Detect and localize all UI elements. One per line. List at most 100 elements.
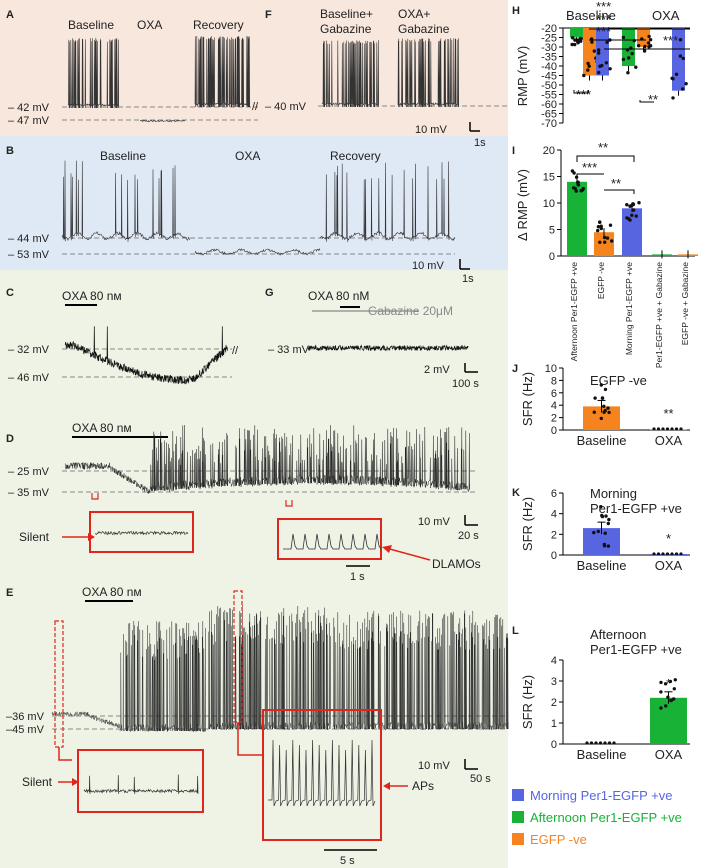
chart-h-dot bbox=[647, 34, 651, 39]
chart-h-dot bbox=[605, 40, 609, 44]
chart-i: 0 5 10 15 20 Δ RMP (mV) Afternoon Per1-EGFP +v… bbox=[515, 140, 698, 368]
panel-label-d: D bbox=[6, 433, 14, 445]
panel-a-v2: – 47 mV bbox=[8, 115, 50, 127]
panel-label-i: I bbox=[512, 145, 515, 157]
panel-a-f-background bbox=[0, 0, 508, 136]
chartL-dot bbox=[659, 680, 663, 685]
chartL-title: Afternoon bbox=[590, 627, 646, 642]
chart-h-bracket bbox=[573, 90, 589, 94]
chart-i-dot bbox=[599, 226, 603, 231]
chart-h-sig: *** bbox=[596, 12, 611, 27]
chartJ-y-tick-label: 10 bbox=[545, 363, 557, 375]
chart-h-dot bbox=[634, 65, 638, 69]
chart-h-dot bbox=[627, 56, 631, 60]
chartL-ylabel: SFR (Hz) bbox=[520, 675, 535, 729]
chart-i-y-tick-label: 10 bbox=[543, 198, 555, 210]
chart-h-sig: *** bbox=[596, 24, 611, 39]
chartK-dot bbox=[665, 552, 670, 556]
chartK-dot bbox=[602, 542, 607, 547]
chart-i-bar bbox=[622, 208, 642, 256]
chart-i-y-tick-label: 15 bbox=[543, 172, 555, 184]
legend-item-morning: Morning Per1-EGFP +ve bbox=[512, 784, 709, 806]
chartJ-dot bbox=[679, 427, 683, 431]
chartJ-dot bbox=[607, 410, 611, 415]
chart-h-dot bbox=[590, 40, 594, 44]
panel-f-v1: – 40 mV bbox=[265, 101, 307, 113]
panel-d-silent-marker bbox=[91, 493, 99, 500]
chartL-dot bbox=[668, 679, 673, 684]
panel-e-trace bbox=[51, 604, 509, 732]
chart-i-dot bbox=[632, 208, 636, 212]
panel-d-scale-v: 10 mV bbox=[418, 516, 450, 528]
chartL-dot bbox=[603, 741, 607, 745]
legend-label-egfp-neg: EGFP -ve bbox=[530, 831, 587, 847]
chart-h-y-tick-label: -50 bbox=[541, 80, 557, 92]
panel-e-ap-arrowhead bbox=[383, 782, 390, 790]
chart-h-bar bbox=[570, 28, 583, 38]
chart-h-dot bbox=[681, 87, 685, 91]
panel-label-f: F bbox=[265, 9, 272, 21]
chart-i-dot bbox=[610, 239, 614, 243]
chartL-dot bbox=[607, 741, 612, 745]
chartL-y-tick-label: 2 bbox=[551, 697, 557, 709]
chartJ-dot bbox=[603, 408, 607, 413]
panel-e-silent-arrowhead bbox=[72, 778, 79, 786]
chart-h-title-right: OXA bbox=[652, 8, 680, 23]
chart-i-dot bbox=[602, 235, 607, 240]
chartJ-xlabel: OXA bbox=[655, 433, 683, 448]
panel-g-scale-v: 2 mV bbox=[424, 364, 450, 376]
panel-a-baseline-label: Baseline bbox=[68, 18, 114, 32]
chartJ-dot bbox=[592, 410, 596, 414]
chart-i-dot bbox=[625, 203, 629, 207]
panel-label-a: A bbox=[6, 9, 14, 21]
chart-h-y-tick-label: -20 bbox=[541, 23, 557, 35]
chart-h-dot bbox=[632, 38, 636, 43]
chartK-sig: * bbox=[666, 531, 671, 546]
chartL-dot bbox=[589, 741, 594, 745]
panel-b-trace bbox=[61, 160, 456, 256]
panel-d-drug-label: OXA 80 nᴍ bbox=[72, 421, 132, 435]
panel-d-dlamo-inset-box bbox=[277, 518, 382, 560]
chart-i-dot bbox=[625, 216, 629, 220]
panel-label-k: K bbox=[512, 487, 520, 499]
chart-h-y-tick-label: -35 bbox=[541, 52, 557, 64]
panel-d-silent-inset-trace bbox=[94, 530, 189, 536]
panel-f-cond1-line1: Baseline+ bbox=[320, 7, 373, 21]
panel-a-v1: – 42 mV bbox=[8, 102, 50, 114]
panel-g-drug-label: OXA 80 nM bbox=[308, 289, 369, 303]
panel-d-silent-arrowhead bbox=[88, 533, 95, 541]
panel-g-gabazine-label: Gabazine 20μM bbox=[368, 304, 453, 318]
chart-h-y-tick-label: -30 bbox=[541, 42, 557, 54]
panel-c-v2: – 46 mV bbox=[8, 372, 50, 384]
chartK-xlabel: OXA bbox=[655, 558, 683, 573]
panel-c-v1: – 32 mV bbox=[8, 344, 50, 356]
insetE1-path bbox=[83, 774, 199, 795]
chart-i-dot bbox=[581, 186, 585, 191]
chartL-dot bbox=[594, 741, 598, 745]
chart-i-bracket bbox=[604, 189, 635, 194]
chart-h-dot bbox=[586, 68, 590, 72]
panel-d-silent-inset-box bbox=[89, 511, 194, 553]
chartK-dot bbox=[661, 552, 665, 556]
panel-e-silent-window bbox=[54, 620, 64, 748]
panel-e-drug-label: OXA 80 nᴍ bbox=[82, 585, 142, 599]
chartJ-dot bbox=[600, 396, 605, 400]
panel-a-trace bbox=[67, 35, 251, 123]
chartK-dot bbox=[652, 552, 656, 556]
chartJ-dot bbox=[670, 427, 674, 431]
panel-g-scale-t: 100 s bbox=[452, 378, 479, 390]
chart-h-dot bbox=[642, 49, 647, 53]
chart-h-dot bbox=[626, 71, 630, 75]
chart-h-dot bbox=[597, 48, 601, 52]
panel-label-c: C bbox=[6, 287, 14, 299]
chart-h-y-tick-label: -55 bbox=[541, 90, 557, 102]
chart-i-dot bbox=[596, 228, 600, 233]
chartJ-ylabel: SFR (Hz) bbox=[520, 372, 535, 426]
panel-c-g-background bbox=[0, 270, 508, 868]
chart-i-sig: ** bbox=[611, 176, 621, 191]
chart-h-dot bbox=[678, 38, 683, 42]
chart-h-ylabel: RMP (mV) bbox=[515, 46, 530, 106]
chartL-dot bbox=[663, 682, 668, 686]
legend-item-egfp-neg: EGFP -ve bbox=[512, 828, 709, 850]
